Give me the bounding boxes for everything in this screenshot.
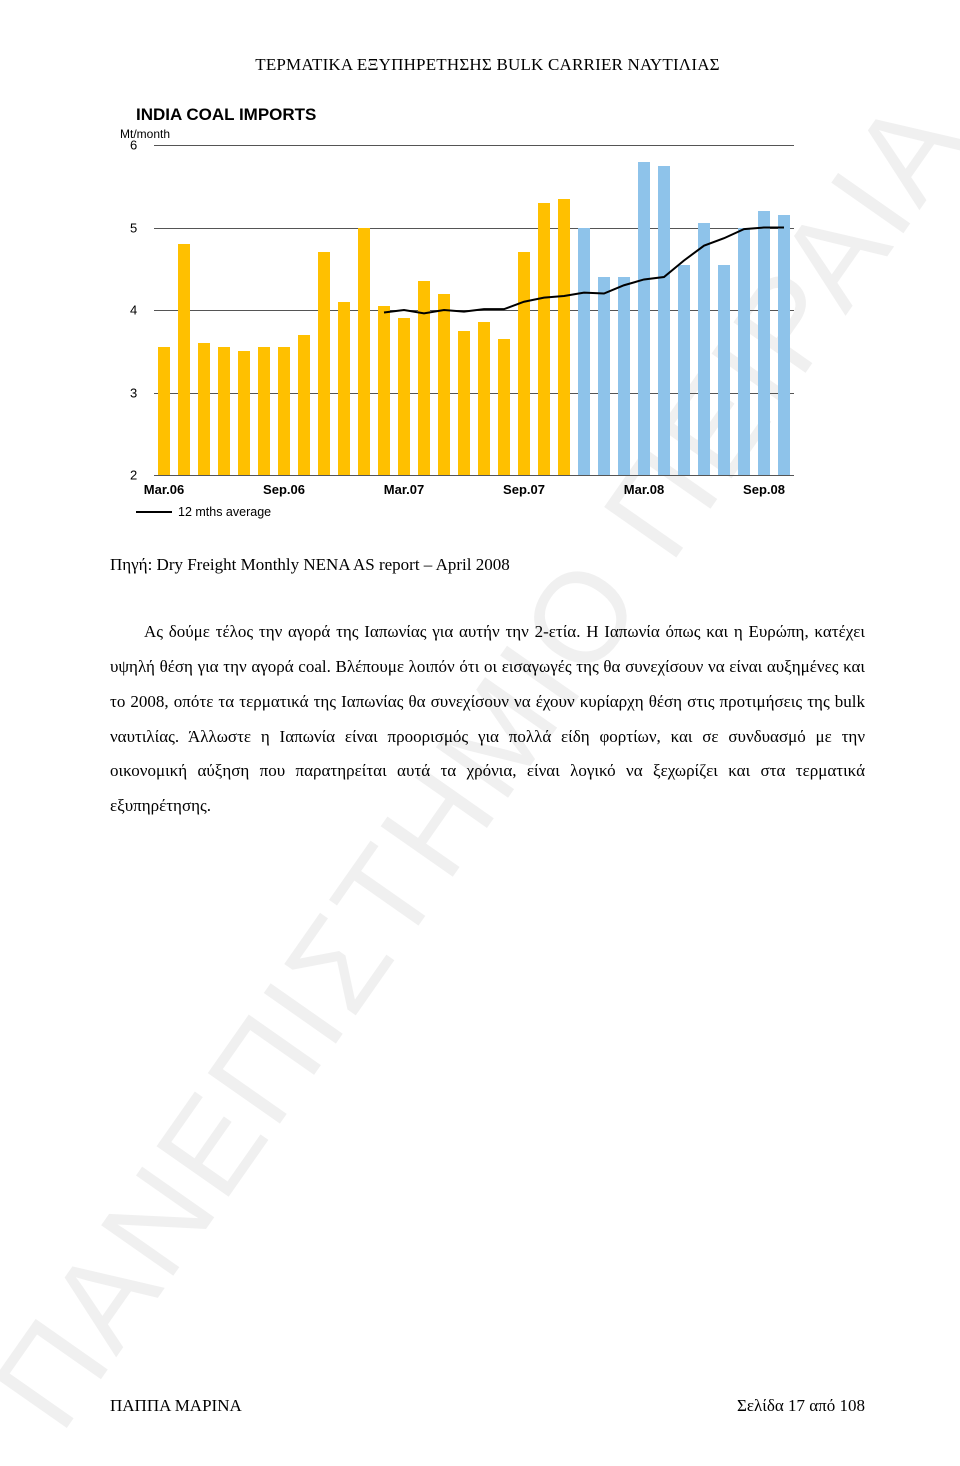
- chart-bars: [154, 145, 794, 475]
- chart-bar: [158, 347, 170, 475]
- footer-page-number: Σελίδα 17 από 108: [737, 1396, 865, 1416]
- chart-bar: [218, 347, 230, 475]
- chart-x-tick: Sep.08: [743, 482, 785, 497]
- chart-bar: [698, 223, 710, 475]
- chart-bar: [598, 277, 610, 475]
- chart-bar: [478, 322, 490, 475]
- chart-bar: [738, 228, 750, 476]
- chart-bar: [558, 199, 570, 475]
- chart-bar: [398, 318, 410, 475]
- running-header: ΤΕΡΜΑΤΙΚΑ ΕΞΥΠΗΡΕΤΗΣΗΣ BULK CARRIER ΝΑΥΤ…: [110, 55, 865, 75]
- chart-x-tick: Mar.06: [144, 482, 184, 497]
- chart-y-tick: 5: [130, 220, 137, 235]
- chart-bar: [658, 166, 670, 475]
- chart-y-tick: 2: [130, 468, 137, 483]
- legend-label: 12 mths average: [178, 505, 271, 519]
- chart-x-tick: Mar.08: [624, 482, 664, 497]
- page-footer: ΠΑΠΠΑ ΜΑΡΙΝΑ Σελίδα 17 από 108: [110, 1396, 865, 1416]
- chart-bar: [258, 347, 270, 475]
- chart-bar: [418, 281, 430, 475]
- chart-bar: [378, 306, 390, 475]
- india-coal-imports-chart: INDIA COAL IMPORTS Mt/month 23456Mar.06S…: [110, 105, 810, 525]
- chart-bar: [198, 343, 210, 475]
- footer-author: ΠΑΠΠΑ ΜΑΡΙΝΑ: [110, 1396, 242, 1416]
- chart-bar: [278, 347, 290, 475]
- chart-bar: [438, 294, 450, 476]
- chart-gridline: [154, 475, 794, 476]
- chart-source-caption: Πηγή: Dry Freight Monthly NENA AS report…: [110, 555, 865, 575]
- chart-bar: [778, 215, 790, 475]
- chart-plot-area: 23456Mar.06Sep.06Mar.07Sep.07Mar.08Sep.0…: [154, 145, 794, 475]
- chart-bar: [538, 203, 550, 475]
- chart-x-tick: Mar.07: [384, 482, 424, 497]
- chart-bar: [338, 302, 350, 475]
- chart-bar: [758, 211, 770, 475]
- page: ΠΑΝΕΠΙΣΤΗΜΙΟ ΠΕΙΡΑΙΑ ΤΕΡΜΑΤΙΚΑ ΕΞΥΠΗΡΕΤΗ…: [0, 0, 960, 1466]
- chart-y-tick: 6: [130, 138, 137, 153]
- chart-bar: [618, 277, 630, 475]
- chart-bar: [638, 162, 650, 476]
- chart-bar: [578, 228, 590, 476]
- chart-bar: [518, 252, 530, 475]
- chart-y-axis-label: Mt/month: [120, 127, 170, 141]
- chart-bar: [238, 351, 250, 475]
- body-paragraph-1: Ας δούμε τέλος την αγορά της Ιαπωνίας γι…: [110, 615, 865, 824]
- chart-legend: 12 mths average: [136, 505, 271, 519]
- chart-bar: [458, 331, 470, 475]
- chart-y-tick: 4: [130, 303, 137, 318]
- chart-title: INDIA COAL IMPORTS: [136, 105, 316, 125]
- chart-bar: [358, 228, 370, 476]
- chart-x-tick: Sep.07: [503, 482, 545, 497]
- chart-bar: [298, 335, 310, 475]
- chart-bar: [178, 244, 190, 475]
- chart-bar: [678, 265, 690, 475]
- chart-bar: [718, 265, 730, 475]
- chart-y-tick: 3: [130, 385, 137, 400]
- body-text: Ας δούμε τέλος την αγορά της Ιαπωνίας γι…: [110, 615, 865, 824]
- chart-bar: [498, 339, 510, 475]
- chart-bar: [318, 252, 330, 475]
- legend-line-swatch: [136, 511, 172, 513]
- chart-x-tick: Sep.06: [263, 482, 305, 497]
